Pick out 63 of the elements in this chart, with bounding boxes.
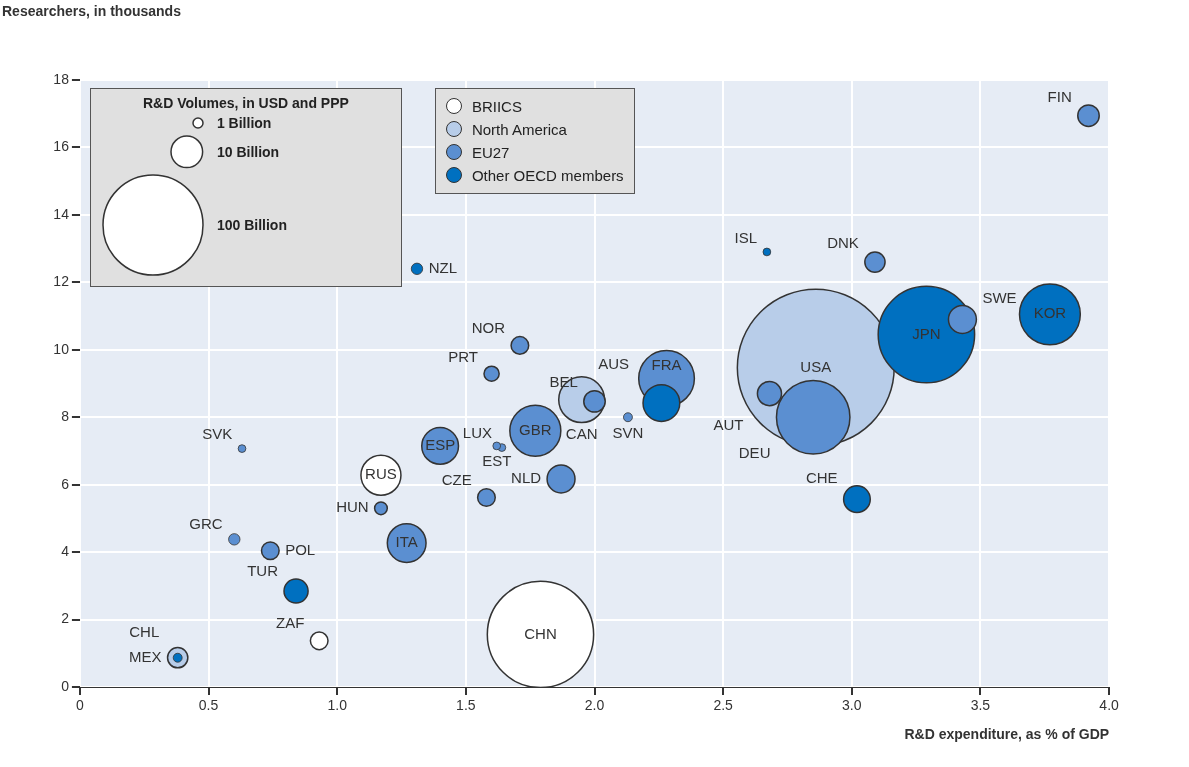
legend-label: BRIICS — [471, 97, 522, 115]
data-label: DEU — [738, 443, 771, 461]
data-label: NOR — [471, 318, 506, 336]
x-tick-label: 1.0 — [327, 697, 348, 714]
y-tick-label: 16 — [53, 138, 70, 155]
legend-label: Other OECD members — [471, 166, 624, 184]
data-label: TUR — [247, 561, 279, 579]
data-label: GBR — [519, 420, 552, 438]
y-tick-label: 8 — [61, 408, 70, 425]
y-tick-label: 10 — [53, 340, 70, 357]
data-label: JPN — [912, 324, 941, 342]
data-label: DNK — [827, 234, 859, 252]
legend-title: R&D Volumes, in USD and PPP — [141, 94, 350, 111]
data-label: CHE — [805, 469, 838, 487]
data-label: HUN — [336, 498, 369, 516]
x-axis-title: R&D expenditure, as % of GDP — [904, 725, 1110, 742]
data-label: NLD — [511, 469, 542, 487]
data-label: FIN — [1047, 87, 1072, 105]
legend-label: 100 Billion — [216, 216, 287, 233]
data-label: PRT — [448, 347, 478, 365]
y-tick-label: 4 — [61, 543, 70, 560]
data-label: GRC — [189, 514, 223, 532]
x-tick-label: 2.5 — [713, 697, 734, 714]
data-label: ZAF — [276, 614, 305, 632]
data-label: AUS — [598, 354, 630, 372]
data-label: SWE — [982, 288, 1017, 306]
x-tick-label: 0 — [76, 697, 85, 714]
y-tick-label: 12 — [53, 273, 70, 290]
x-tick-label: 3.5 — [970, 697, 991, 714]
legend-label: EU27 — [471, 143, 510, 161]
legend-label: 1 Billion — [216, 114, 272, 131]
y-tick-label: 18 — [53, 70, 70, 87]
legend-label: North America — [471, 120, 567, 138]
x-tick-label: 4.0 — [1099, 697, 1120, 714]
data-label: SVN — [612, 423, 644, 441]
data-label: RUS — [365, 465, 397, 483]
y-tick-label: 0 — [61, 677, 70, 694]
x-tick-label: 3.0 — [842, 697, 862, 714]
data-label: EST — [482, 451, 512, 469]
legend-label: 10 Billion — [216, 143, 280, 160]
data-label: USA — [800, 357, 832, 375]
y-tick-label: 6 — [61, 475, 70, 492]
data-label: CZE — [441, 470, 472, 488]
data-label: FRA — [651, 356, 682, 374]
data-label: SVK — [202, 425, 233, 443]
data-label: CAN — [565, 424, 598, 442]
data-label: POL — [285, 540, 316, 558]
data-label: NZL — [428, 258, 458, 276]
data-label: ITA — [395, 533, 418, 551]
y-tick-label: 2 — [61, 610, 70, 627]
y-axis-title: Researchers, in thousands — [2, 2, 182, 19]
data-label: LUX — [462, 424, 493, 442]
data-label: CHL — [129, 623, 160, 641]
x-tick-label: 1.5 — [456, 697, 476, 714]
x-tick-label: 2.0 — [584, 697, 605, 714]
data-label: MEX — [129, 647, 162, 665]
data-label: ESP — [425, 436, 456, 454]
x-tick-label: 0.5 — [198, 697, 219, 714]
data-label: ISL — [734, 228, 758, 246]
y-tick-label: 14 — [53, 205, 70, 222]
data-label: KOR — [1033, 304, 1067, 322]
data-label: CHN — [524, 624, 557, 642]
data-label: AUT — [713, 415, 744, 433]
